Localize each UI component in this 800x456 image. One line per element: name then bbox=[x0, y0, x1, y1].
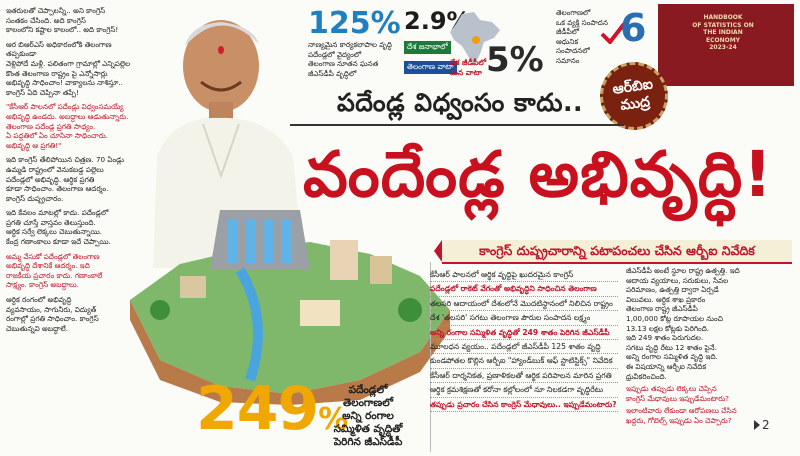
list-item: దేశ 'తలసరి' సగటు తెలంగాణ పౌరుల సంపాదన లక… bbox=[430, 311, 618, 326]
right-question-1: ఇప్పుడు తప్పుడు లెక్కలు చెప్పిన కాంగ్రెస… bbox=[626, 384, 730, 403]
list-item: పదేండ్లలో రాకెట్ వేగంతో అభివృద్ధిని సాధి… bbox=[430, 282, 618, 297]
stat-6-block: తెలంగాణలో ఒక వ్యక్తి సంపాదన జీడీపీలో ఆధు… bbox=[556, 8, 652, 65]
highlights-list: కేసీఆర్ పాలనలో ఆర్థిక వృద్ధిపై ఖుదరమైన క… bbox=[430, 268, 618, 452]
list-item: తప్పుడు ప్రచారం చేసిన కాంగ్రెస్ మేధావులు… bbox=[430, 398, 618, 413]
stat-249-text: పదేండ్లలో తెలంగాణలో అన్ని రంగాల సమ్మిళిత… bbox=[333, 384, 403, 448]
page-number: 2 bbox=[762, 418, 770, 432]
list-item: తలసరి ఆదాయంలో దేశంలోనే మొదటిస్థానంలో నిల… bbox=[430, 297, 618, 312]
left-para: ఆర్థిక రంగంలో అభివృద్ధి వ్యవసాయం, సాగునీ… bbox=[6, 295, 99, 333]
left-text-column: ఇతరులతో చెప్పాలన్నీ.. అని కాంగ్రెస్ సంతక… bbox=[6, 6, 138, 450]
left-para-highlight: అమ్మ వేసుకో పదేండ్లలో తెలంగాణ అభివృద్ధి … bbox=[6, 251, 103, 290]
left-para: ఆర బిఆర్ఎస్ అధికారంలోకి తెలంగాణ తప్పకుండ… bbox=[6, 39, 131, 97]
left-para-highlight: "కేసీఆర్ పాలనలో పదేండ్లు విధ్వంసమయ్యే అభ… bbox=[6, 102, 129, 150]
stat-29-block: 2.9% దేశ జనాభాలో తెలంగాణ వాటా bbox=[404, 8, 484, 74]
stat-5-label: దేశ జీడీపీలో మన వాటా bbox=[450, 58, 487, 77]
stat-29-band-population: దేశ జనాభాలో bbox=[404, 41, 451, 54]
stat-6-value: 6 bbox=[620, 6, 647, 50]
headline-main: వందేండ్ల అభివృద్ధి! bbox=[302, 138, 774, 211]
rbi-handbook-cover: HANDBOOK OF STATISTICS ON THE INDIAN ECO… bbox=[658, 4, 794, 86]
india-map-icon bbox=[450, 12, 500, 66]
stat-125-value: 125% bbox=[308, 6, 401, 41]
list-item: అన్ని రంగాల సమ్మిళిత వృద్ధితో 249 శాతం ప… bbox=[430, 326, 618, 341]
list-item: కేసీఆర్ దార్శనికత, ప్రణాళికలతో ఆర్థిక పర… bbox=[430, 369, 618, 384]
stat-6-text: తెలంగాణలో ఒక వ్యక్తి సంపాదన జీడీపీలో ఆధు… bbox=[556, 8, 608, 65]
handbook-title: HANDBOOK OF STATISTICS ON THE INDIAN ECO… bbox=[692, 14, 754, 51]
headline-kicker: పదేండ్ల విధ్వంసం కాదు.. bbox=[336, 88, 584, 117]
list-item: మూలధన వ్యయం.. పదేండ్లలో జీఎస్‌డీపీ 125 శ… bbox=[430, 340, 618, 355]
right-text-column: జీఎస్‌డీపీ అంటే స్థూల రాష్ట్ర ఉత్పత్తి. … bbox=[626, 266, 794, 452]
column-divider bbox=[430, 262, 431, 452]
right-para: జీఎస్‌డీపీ అంటే స్థూల రాష్ట్ర ఉత్పత్తి. … bbox=[626, 266, 740, 381]
list-item: కుండపోతల కొల్లిన ఆర్బీఐ "హ్యాండ్‌బుక్ ఆఫ… bbox=[430, 354, 618, 369]
list-item: ఆర్థిక క్రమశిక్షణతో కరోనా కల్లోలంలో నూ న… bbox=[430, 383, 618, 398]
stat-249-number: 249 bbox=[196, 374, 319, 444]
left-para: ఇది కాంగ్రెస్ తేలిపోయిన చిత్రణ. 70 ఏండ్ల… bbox=[6, 155, 124, 203]
continued-arrow-icon bbox=[754, 420, 760, 430]
checkmark-icon bbox=[600, 22, 626, 44]
stat-249-percent: % bbox=[318, 402, 348, 437]
stat-125-text: నాణ్యమైన కార్యకలాపాల వృద్ధి పదేండ్లలో వై… bbox=[308, 40, 392, 78]
left-para: ఇది కేవలం మాటల్లో కాదు. పదేండ్లలో ప్రగతి… bbox=[6, 208, 111, 247]
report-subheading: కాంగ్రెస్ దుష్ప్రచారాన్ని పటాపంచలు చేసిన… bbox=[434, 240, 792, 264]
right-question-2: ఇలాంటివారు లేకుండా ఆరోపణలు చేసిన ఖద్దరు,… bbox=[626, 406, 737, 425]
list-item: కేసీఆర్ పాలనలో ఆర్థిక వృద్ధిపై ఖుదరమైన క… bbox=[430, 268, 618, 283]
headline-rule bbox=[290, 124, 624, 126]
stat-125-block: 125% నాణ్యమైన కార్యకలాపాల వృద్ధి పదేండ్ల… bbox=[308, 8, 406, 78]
stat-29-band-telangana: తెలంగాణ వాటా bbox=[404, 61, 457, 74]
stat-249-value: 249% bbox=[196, 378, 348, 451]
left-para: ఇతరులతో చెప్పాలన్నీ.. అని కాంగ్రెస్ సంతక… bbox=[6, 6, 119, 35]
telangana-development-illustration bbox=[130, 210, 450, 405]
stat-5-value: 5% bbox=[486, 40, 544, 80]
